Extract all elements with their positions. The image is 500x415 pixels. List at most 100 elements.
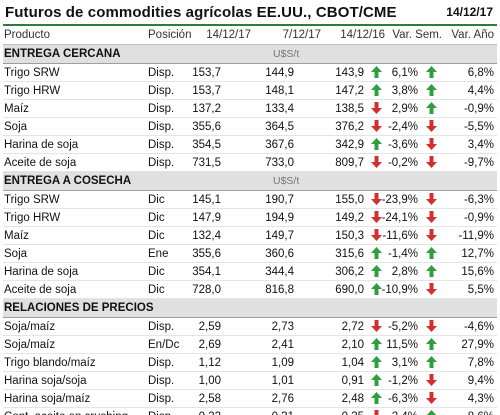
- arrow-up-icon: [426, 82, 438, 100]
- table-row: Soja Ene 355,6 360,6 315,6 -1,4% 12,7%: [3, 245, 497, 263]
- price-week-ago: 2,41: [271, 339, 294, 351]
- col-header-var-sem: Var. Sem.: [392, 29, 442, 41]
- price-current: 1,12: [198, 357, 221, 369]
- position: Disp.: [148, 121, 175, 133]
- arrow-up-icon: [371, 64, 383, 82]
- price-week-ago: 360,6: [265, 248, 294, 260]
- arrow-down-icon: [371, 227, 383, 245]
- col-header-var-anio: Var. Año: [451, 29, 494, 41]
- arrow-down-icon: [426, 191, 438, 209]
- price-current: 145,1: [192, 194, 221, 206]
- price-current: 1,00: [198, 375, 221, 387]
- price-current: 2,59: [198, 321, 221, 333]
- weekly-change: 6,1%: [391, 67, 418, 79]
- price-current: 355,6: [192, 248, 221, 260]
- section-unit: U$S/t: [273, 175, 300, 187]
- arrow-down-icon: [426, 136, 438, 154]
- price-week-ago: 733,0: [265, 157, 294, 169]
- col-header-posicion: Posición: [148, 29, 192, 41]
- position: Disp.: [148, 357, 175, 369]
- arrow-down-icon: [426, 118, 438, 136]
- product-name: Harina de soja: [4, 139, 79, 151]
- arrow-down-icon: [426, 390, 438, 408]
- price-current: 354,1: [192, 266, 221, 278]
- arrow-down-icon: [426, 281, 438, 299]
- yearly-change: 9,4%: [467, 375, 494, 387]
- report-date: 14/12/17: [446, 5, 493, 19]
- position: Disp.: [148, 393, 175, 405]
- product-name: Soja: [4, 121, 28, 133]
- yearly-change: 3,4%: [467, 139, 494, 151]
- price-week-ago: 816,8: [265, 284, 294, 296]
- price-current: 2,58: [198, 393, 221, 405]
- price-year-ago: 2,72: [341, 321, 364, 333]
- position: Disp.: [148, 408, 174, 415]
- position: Ene: [148, 248, 169, 260]
- price-year-ago: 138,5: [335, 103, 364, 115]
- weekly-change: 3,8%: [391, 85, 418, 97]
- weekly-change: 2,4%: [392, 408, 418, 415]
- price-current: 132,4: [192, 230, 221, 242]
- table-row: Aceite de soja Disp. 731,5 733,0 809,7 -0,2% -…: [3, 154, 497, 172]
- yearly-change: 4,4%: [467, 85, 494, 97]
- weekly-change: -6,3%: [387, 393, 418, 405]
- product-name: Trigo SRW: [4, 67, 60, 79]
- price-year-ago: 149,2: [335, 212, 364, 224]
- section-header: RELACIONES DE PRECIOS: [3, 299, 497, 318]
- table-row: Soja/maíz Disp. 2,59 2,73 2,72 -5,2% -4,6%: [3, 318, 497, 336]
- weekly-change: -1,4%: [387, 248, 418, 260]
- price-week-ago: 1,01: [271, 375, 294, 387]
- arrow-down-icon: [426, 154, 438, 172]
- product-name: Maíz: [4, 230, 29, 242]
- price-current: 153,7: [192, 67, 221, 79]
- table-row: Trigo blando/maíz Disp. 1,12 1,09 1,04 3,1% 7,…: [3, 354, 497, 372]
- price-current: 137,2: [192, 103, 221, 115]
- price-year-ago: 315,6: [335, 248, 364, 260]
- col-header-date-2: 7/12/17: [282, 29, 321, 41]
- price-current: 0,32: [199, 408, 221, 415]
- arrow-down-icon: [371, 118, 383, 136]
- product-name: Aceite de soja: [4, 284, 77, 296]
- yearly-change: 4,3%: [467, 393, 494, 405]
- position: Disp.: [148, 375, 175, 387]
- price-week-ago: 144,9: [265, 67, 294, 79]
- position: Dic: [148, 212, 165, 224]
- position: En/Dc: [148, 339, 180, 351]
- price-current: 728,0: [192, 284, 221, 296]
- price-week-ago: 133,4: [265, 103, 294, 115]
- position: Dic: [148, 230, 165, 242]
- product-name: Trigo SRW: [4, 194, 60, 206]
- arrow-up-icon: [371, 354, 383, 372]
- arrow-up-icon: [426, 263, 438, 281]
- price-current: 731,5: [192, 157, 221, 169]
- arrow-up-icon: [426, 354, 438, 372]
- arrow-up-icon: [426, 336, 438, 354]
- price-year-ago: 0,35: [342, 408, 364, 415]
- yearly-change: 15,6%: [461, 266, 494, 278]
- yearly-change: 27,9%: [461, 339, 494, 351]
- product-name: Trigo blando/maíz: [4, 357, 96, 369]
- weekly-change: -10,9%: [381, 284, 418, 296]
- table-row: Harina soja/soja Disp. 1,00 1,01 0,91 -1,2% 9,…: [3, 372, 497, 390]
- col-header-date-3: 14/12/16: [340, 29, 385, 41]
- weekly-change: -11,6%: [382, 230, 418, 242]
- product-name: Cont. aceite en crushing: [4, 408, 128, 415]
- yearly-change: 6,8%: [467, 67, 494, 79]
- weekly-change: -2,4%: [387, 121, 418, 133]
- yearly-change: 12,7%: [461, 248, 494, 260]
- position: Dic: [148, 266, 165, 278]
- arrow-down-icon: [371, 191, 383, 209]
- column-header-row: Producto Posición 14/12/17 7/12/17 14/12…: [3, 26, 497, 45]
- price-week-ago: 367,6: [265, 139, 294, 151]
- position: Dic: [148, 194, 165, 206]
- section-title: ENTREGA A COSECHA: [4, 175, 132, 187]
- title-bar: Futuros de commodities agrícolas EE.UU.,…: [3, 0, 497, 26]
- product-name: Maíz: [4, 103, 29, 115]
- product-name: Soja: [4, 248, 28, 260]
- price-year-ago: 342,9: [335, 139, 364, 151]
- table-row: Harina soja/maíz Disp. 2,58 2,76 2,48 -6,3% 4,…: [3, 390, 497, 408]
- price-week-ago: 149,7: [265, 230, 294, 242]
- arrow-up-icon: [371, 82, 383, 100]
- col-header-date-1: 14/12/17: [206, 29, 251, 41]
- section-title: RELACIONES DE PRECIOS: [4, 302, 154, 314]
